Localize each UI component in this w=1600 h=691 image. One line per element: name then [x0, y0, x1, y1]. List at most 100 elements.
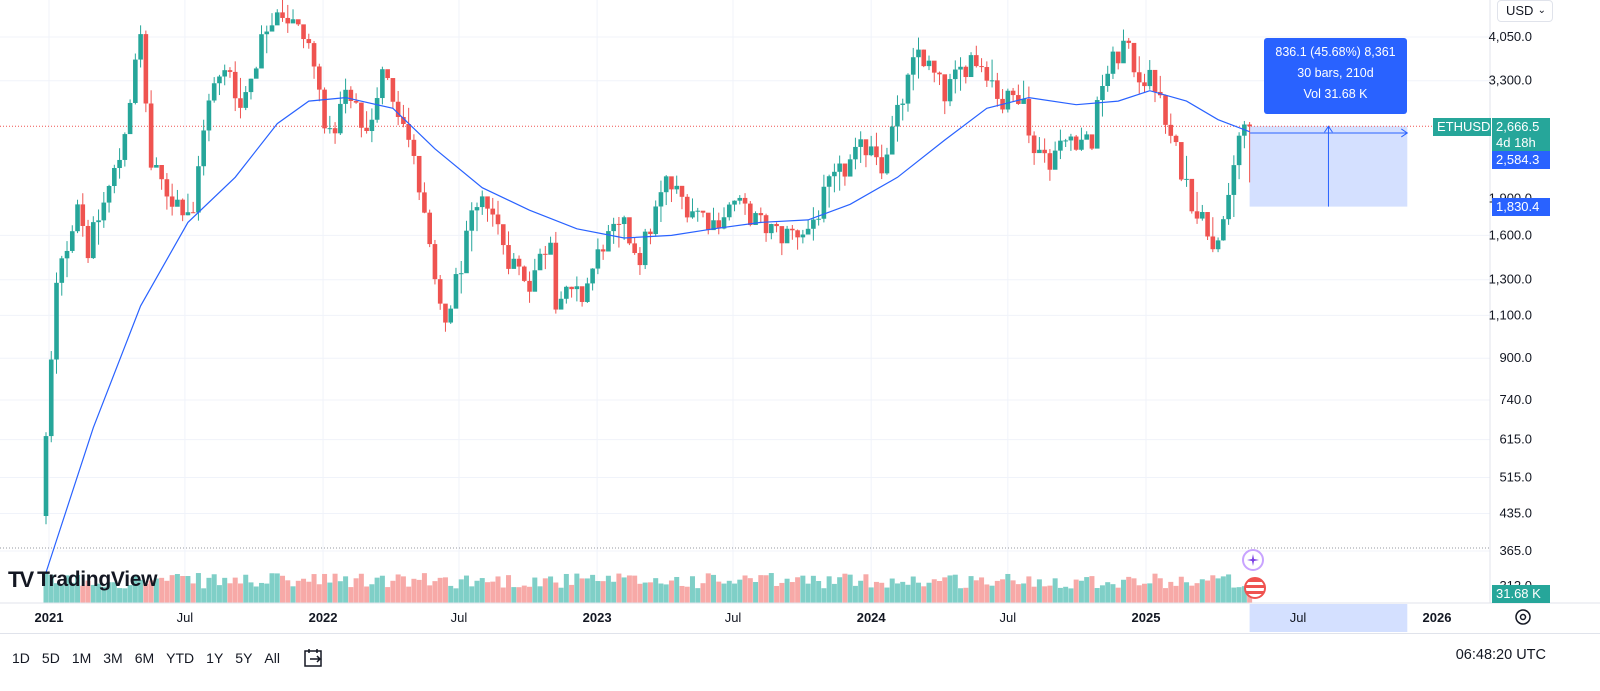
utc-clock[interactable]: 06:48:20 UTC [1455, 647, 1546, 663]
volume-bar [253, 586, 259, 603]
range-button-6m[interactable]: 6M [134, 650, 155, 666]
volume-bar [269, 573, 275, 603]
candle-body [926, 60, 932, 67]
volume-bar [406, 586, 412, 603]
volume-bar [1210, 575, 1216, 603]
candle-body [642, 231, 648, 266]
volume-bar [379, 575, 385, 603]
candle-body [422, 192, 427, 213]
candle-body [1147, 69, 1153, 87]
candle-body [169, 196, 175, 207]
volume-bar [937, 580, 943, 603]
candle-body [742, 197, 748, 204]
volume-bar [216, 585, 222, 603]
volume-bar [148, 580, 154, 603]
candle-body [737, 197, 743, 201]
last-price-tag: 2,666.5 [1492, 118, 1550, 136]
volume-bar [190, 583, 196, 603]
measure-tooltip: 836.1 (45.68%) 8,361 30 bars, 210d Vol 3… [1264, 38, 1407, 114]
candle-body [217, 76, 222, 84]
range-button-5d[interactable]: 5D [41, 650, 60, 666]
candle-body [553, 242, 559, 310]
volume-bar [574, 573, 580, 603]
gear-icon[interactable] [1513, 607, 1533, 627]
volume-bar [106, 582, 112, 603]
range-button-all[interactable]: All [264, 650, 280, 666]
range-button-3m[interactable]: 3M [103, 650, 123, 666]
volume-bar [979, 577, 985, 603]
volume-bar [768, 573, 774, 603]
candle-body [343, 89, 348, 104]
candle-body [705, 212, 711, 231]
candle-body [595, 249, 601, 269]
candle-body [837, 163, 842, 172]
volume-bar [926, 582, 932, 603]
volume-bar [332, 573, 338, 603]
candle-body [1031, 135, 1037, 154]
range-button-ytd[interactable]: YTD [166, 650, 195, 666]
volume-bar [180, 576, 186, 603]
us-flag-icon[interactable] [1244, 577, 1266, 599]
volume-bar [290, 586, 296, 603]
candle-body [784, 228, 790, 244]
volume-bar [800, 575, 806, 603]
volume-bar [1021, 583, 1027, 603]
candle-body [621, 217, 627, 225]
volume-bar [469, 586, 475, 603]
candle-body [900, 103, 906, 105]
candle-body [1221, 219, 1226, 241]
volume-bar [1026, 576, 1032, 603]
volume-bar [537, 586, 543, 603]
candle-body [1016, 95, 1021, 104]
volume-bar [348, 587, 354, 603]
candle-body [779, 226, 785, 244]
range-button-1m[interactable]: 1M [71, 650, 92, 666]
price-chart[interactable]: 4,050.0 3,300.0 1,600.0 1,300.0 1,100.0 900.0… [0, 0, 1600, 633]
volume-bar [1068, 588, 1074, 603]
volume-bar [364, 586, 370, 603]
candle-body [211, 83, 217, 101]
volume-bar [285, 580, 291, 603]
candle-body [190, 212, 196, 214]
y-tick-label: 740.0 [1499, 392, 1532, 407]
candle-body [674, 185, 680, 190]
volume-bar [337, 581, 343, 603]
volume-bar [774, 585, 780, 603]
volume-bar [101, 586, 107, 603]
volume-bar [411, 578, 417, 603]
volume-bar [511, 587, 517, 603]
volume-bar [1015, 584, 1021, 603]
volume-bar [1152, 573, 1158, 603]
candle-body [874, 146, 879, 158]
volume-bar [994, 580, 1000, 603]
candle-body [222, 70, 228, 77]
go-to-date-icon[interactable] [302, 646, 326, 670]
range-button-1y[interactable]: 1Y [206, 650, 224, 666]
range-button-1d[interactable]: 1D [12, 650, 30, 666]
candle-body [931, 60, 937, 73]
candle-body [763, 215, 769, 234]
range-button-5y[interactable]: 5Y [235, 650, 253, 666]
volume-bar [716, 581, 722, 603]
volume-bar [616, 573, 622, 603]
volume-bar [726, 580, 732, 603]
currency-selector[interactable]: USD ⌄ [1497, 0, 1553, 22]
sparkle-icon[interactable] [1242, 549, 1264, 571]
candle-body [264, 31, 270, 35]
candle-body [947, 79, 953, 102]
candle-body [690, 211, 695, 218]
volume-bar [122, 588, 128, 603]
candle-body [185, 212, 191, 216]
candle-body [474, 207, 480, 211]
tradingview-logo[interactable]: TV TradingView [8, 567, 157, 593]
candle-body [96, 220, 101, 223]
volume-bar [737, 579, 743, 603]
volume-bar [1173, 585, 1179, 603]
volume-bar [169, 575, 175, 603]
volume-bar [479, 578, 485, 603]
volume-bar [448, 585, 454, 603]
candle-body [795, 230, 800, 238]
volume-bar [621, 577, 627, 603]
volume-bar [211, 574, 217, 603]
candle-body [175, 199, 180, 207]
